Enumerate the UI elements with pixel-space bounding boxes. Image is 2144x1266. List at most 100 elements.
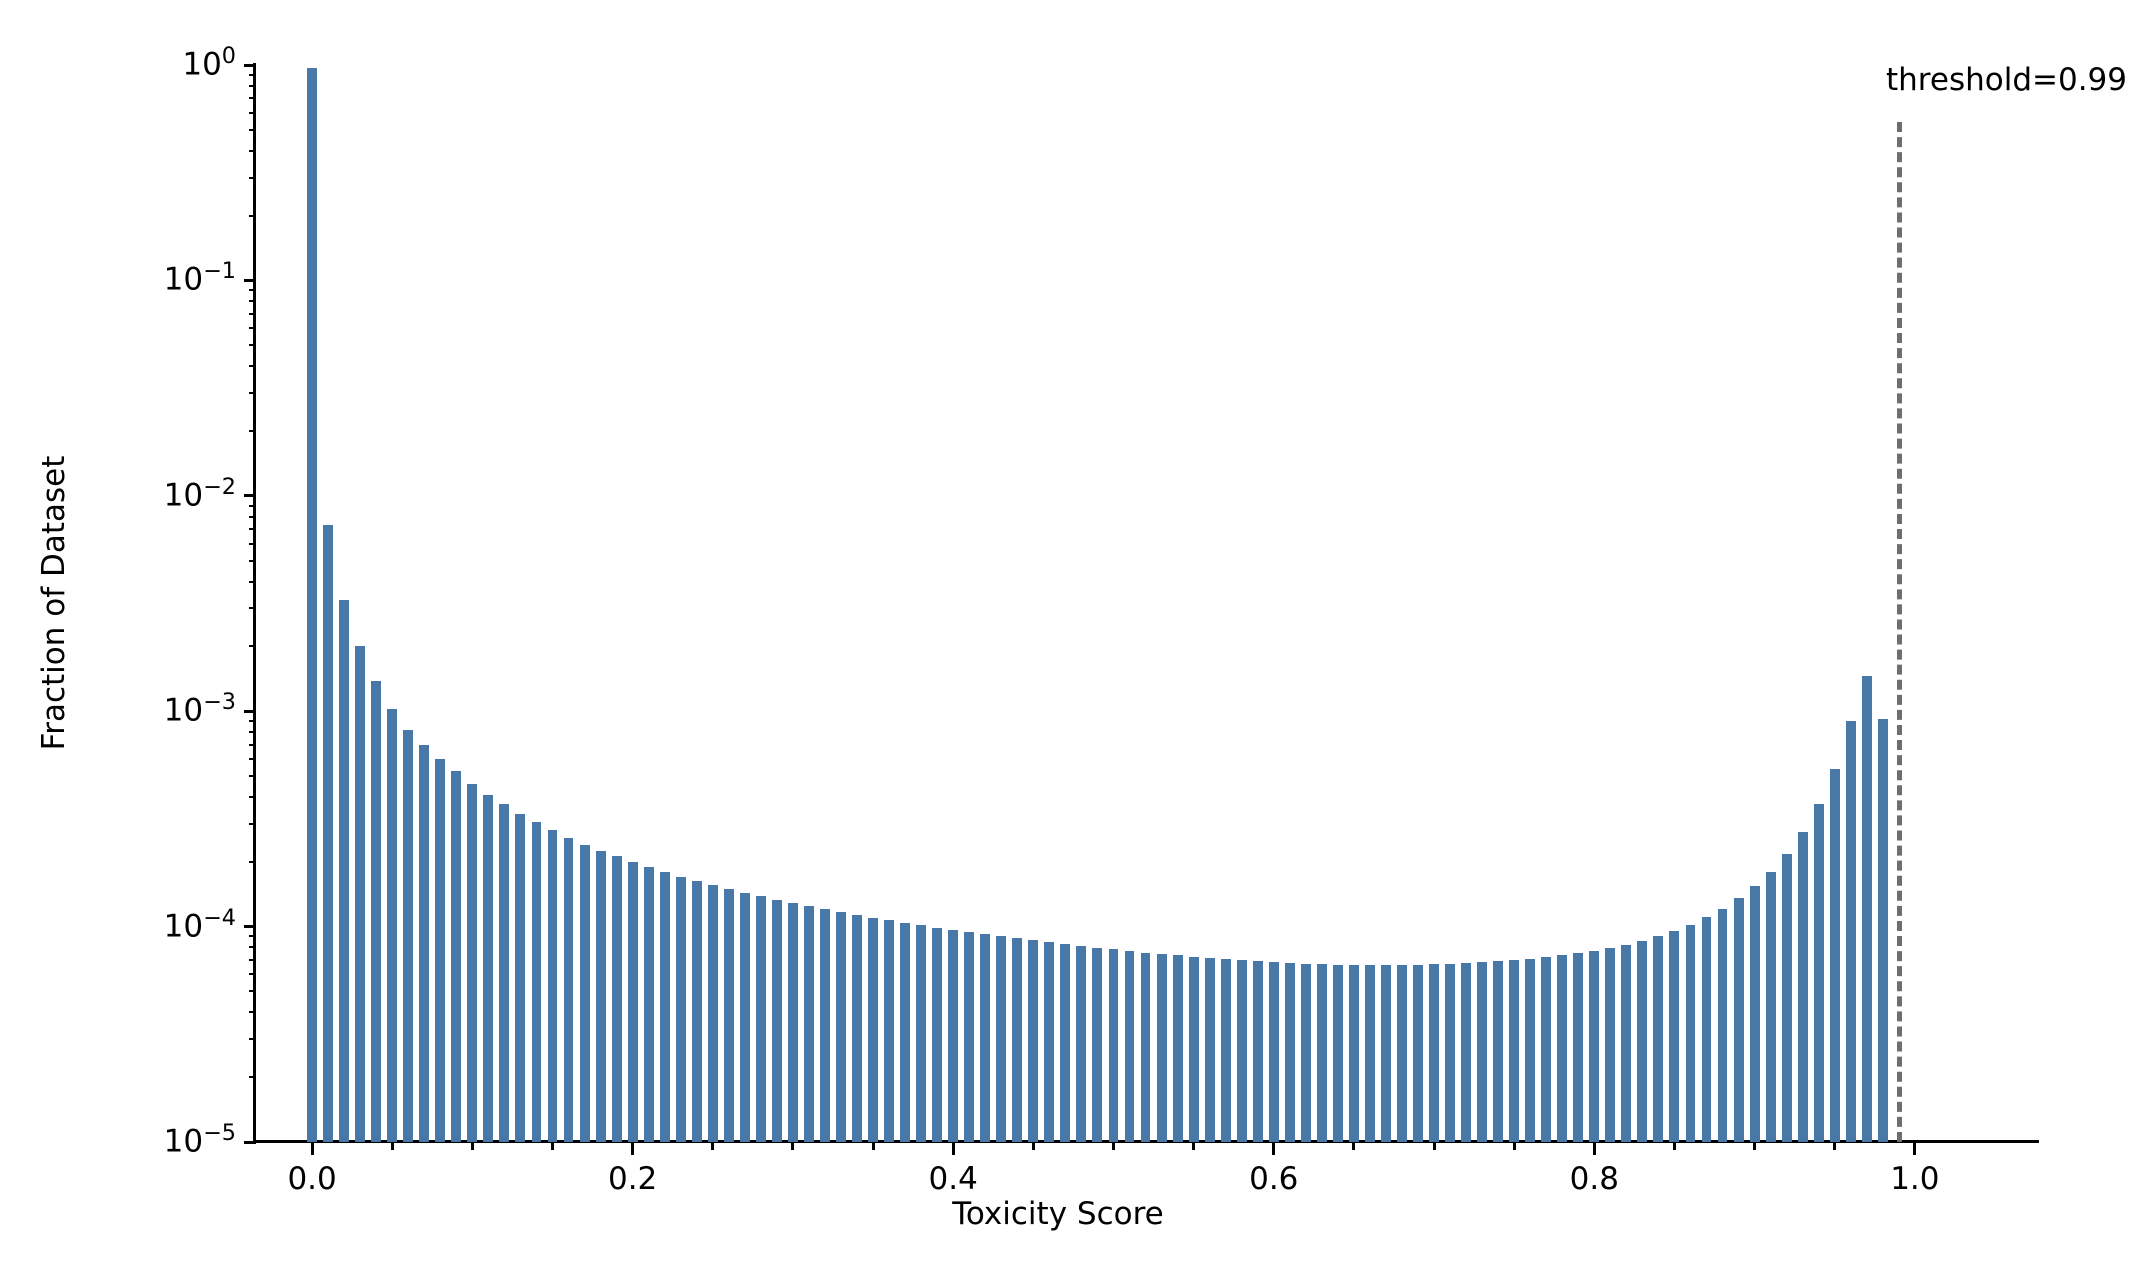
bar (1397, 965, 1407, 1142)
x-tick-minor-mark (1753, 1142, 1757, 1150)
bar (435, 759, 446, 1142)
y-tick-minor-mark (249, 365, 256, 368)
y-tick-label: 10−3 (163, 689, 236, 729)
x-tick-minor-mark (1833, 1142, 1837, 1150)
bar (1076, 945, 1087, 1142)
y-tick-label: 10−2 (163, 473, 236, 514)
x-tick-mark (310, 1142, 314, 1155)
y-tick-mark (244, 278, 256, 282)
y-tick-minor-mark (249, 1076, 256, 1079)
bar (820, 909, 830, 1142)
bar (1268, 962, 1279, 1142)
y-tick-minor-mark (249, 214, 256, 217)
y-tick-minor-mark (249, 327, 256, 330)
bar (868, 917, 879, 1142)
bar (1060, 944, 1071, 1142)
bar (1845, 721, 1856, 1142)
bar (531, 822, 542, 1142)
bar (1332, 964, 1343, 1142)
y-tick-label: 100 (182, 43, 236, 83)
y-tick-minor-mark (249, 344, 256, 347)
threshold-annotation-label: threshold=0.99 (1886, 62, 2127, 98)
y-tick-mark (244, 925, 256, 929)
bar (627, 861, 638, 1142)
y-tick-minor-mark (249, 958, 256, 961)
bar (1028, 940, 1039, 1142)
bar (1509, 960, 1520, 1142)
y-tick-label: 10−1 (163, 258, 236, 298)
y-tick-minor-mark (249, 528, 256, 531)
bar (467, 783, 478, 1142)
bar (803, 906, 814, 1142)
bar (755, 896, 766, 1142)
x-axis-label-wrap: Toxicity Score (0, 1196, 2144, 1232)
bar (1669, 930, 1680, 1142)
y-tick-minor-mark (249, 757, 256, 760)
bar (387, 709, 398, 1142)
y-tick-label: 10−4 (163, 904, 236, 945)
bar (1348, 965, 1359, 1142)
bar (355, 646, 366, 1142)
bar (643, 867, 654, 1142)
x-tick-minor-mark (551, 1142, 554, 1150)
plot-area: 10−5 10−4 10−3 10−2 10−1 100 0.0 0.2 0.4 0.6 0.8 1… (164, 45, 1995, 1194)
x-tick-mark (1592, 1142, 1596, 1155)
bar (980, 934, 991, 1142)
y-tick-minor-mark (249, 128, 256, 131)
bar (1108, 949, 1119, 1142)
y-tick-minor-mark (249, 990, 256, 993)
bar (1012, 938, 1023, 1142)
bar (1044, 942, 1055, 1142)
bar (1477, 962, 1488, 1142)
bar (1156, 954, 1167, 1142)
bar (419, 744, 430, 1142)
bar (948, 929, 959, 1142)
bar (1236, 960, 1247, 1142)
y-tick-minor-mark (249, 542, 256, 545)
bar (1765, 871, 1776, 1142)
bar (1429, 964, 1439, 1142)
bar (563, 837, 574, 1142)
y-tick-minor-mark (249, 300, 256, 303)
bar (771, 899, 782, 1142)
y-tick-minor-mark (249, 111, 256, 114)
bar (1364, 965, 1375, 1142)
bar (1525, 958, 1536, 1142)
bar (916, 925, 927, 1142)
x-tick-label: 0.6 (1249, 1161, 1299, 1197)
y-tick-minor-mark (249, 935, 256, 938)
y-tick-minor-mark (249, 946, 256, 949)
bar (515, 813, 526, 1142)
bar (307, 67, 318, 1142)
bar (339, 599, 350, 1142)
y-tick-minor-mark (249, 645, 256, 648)
bar (723, 888, 734, 1142)
y-tick-minor-mark (249, 973, 256, 976)
bar (1573, 953, 1584, 1142)
y-tick-minor-mark (249, 392, 256, 395)
x-tick-label: 0.2 (607, 1161, 658, 1197)
bar (1781, 853, 1792, 1142)
bar (1493, 961, 1504, 1142)
y-tick-minor-mark (249, 607, 256, 610)
bar (996, 936, 1007, 1142)
bar (932, 927, 943, 1142)
x-tick-label: 0.0 (287, 1161, 337, 1197)
y-tick-minor-mark (249, 73, 256, 76)
bar (1797, 831, 1808, 1142)
bar (1877, 719, 1888, 1142)
x-tick-minor-mark (871, 1142, 875, 1150)
x-tick-minor-mark (470, 1142, 474, 1150)
bar (1749, 886, 1760, 1142)
bar (964, 932, 975, 1142)
x-tick-mark (951, 1142, 955, 1155)
bar (611, 856, 622, 1142)
y-tick-minor-mark (249, 429, 256, 432)
x-tick-minor-mark (1512, 1142, 1516, 1150)
bar (1685, 924, 1696, 1142)
bar (1557, 955, 1568, 1142)
bar (1541, 957, 1552, 1142)
bar (1589, 950, 1600, 1142)
x-tick-minor-mark (791, 1142, 795, 1150)
bar (1380, 965, 1391, 1142)
